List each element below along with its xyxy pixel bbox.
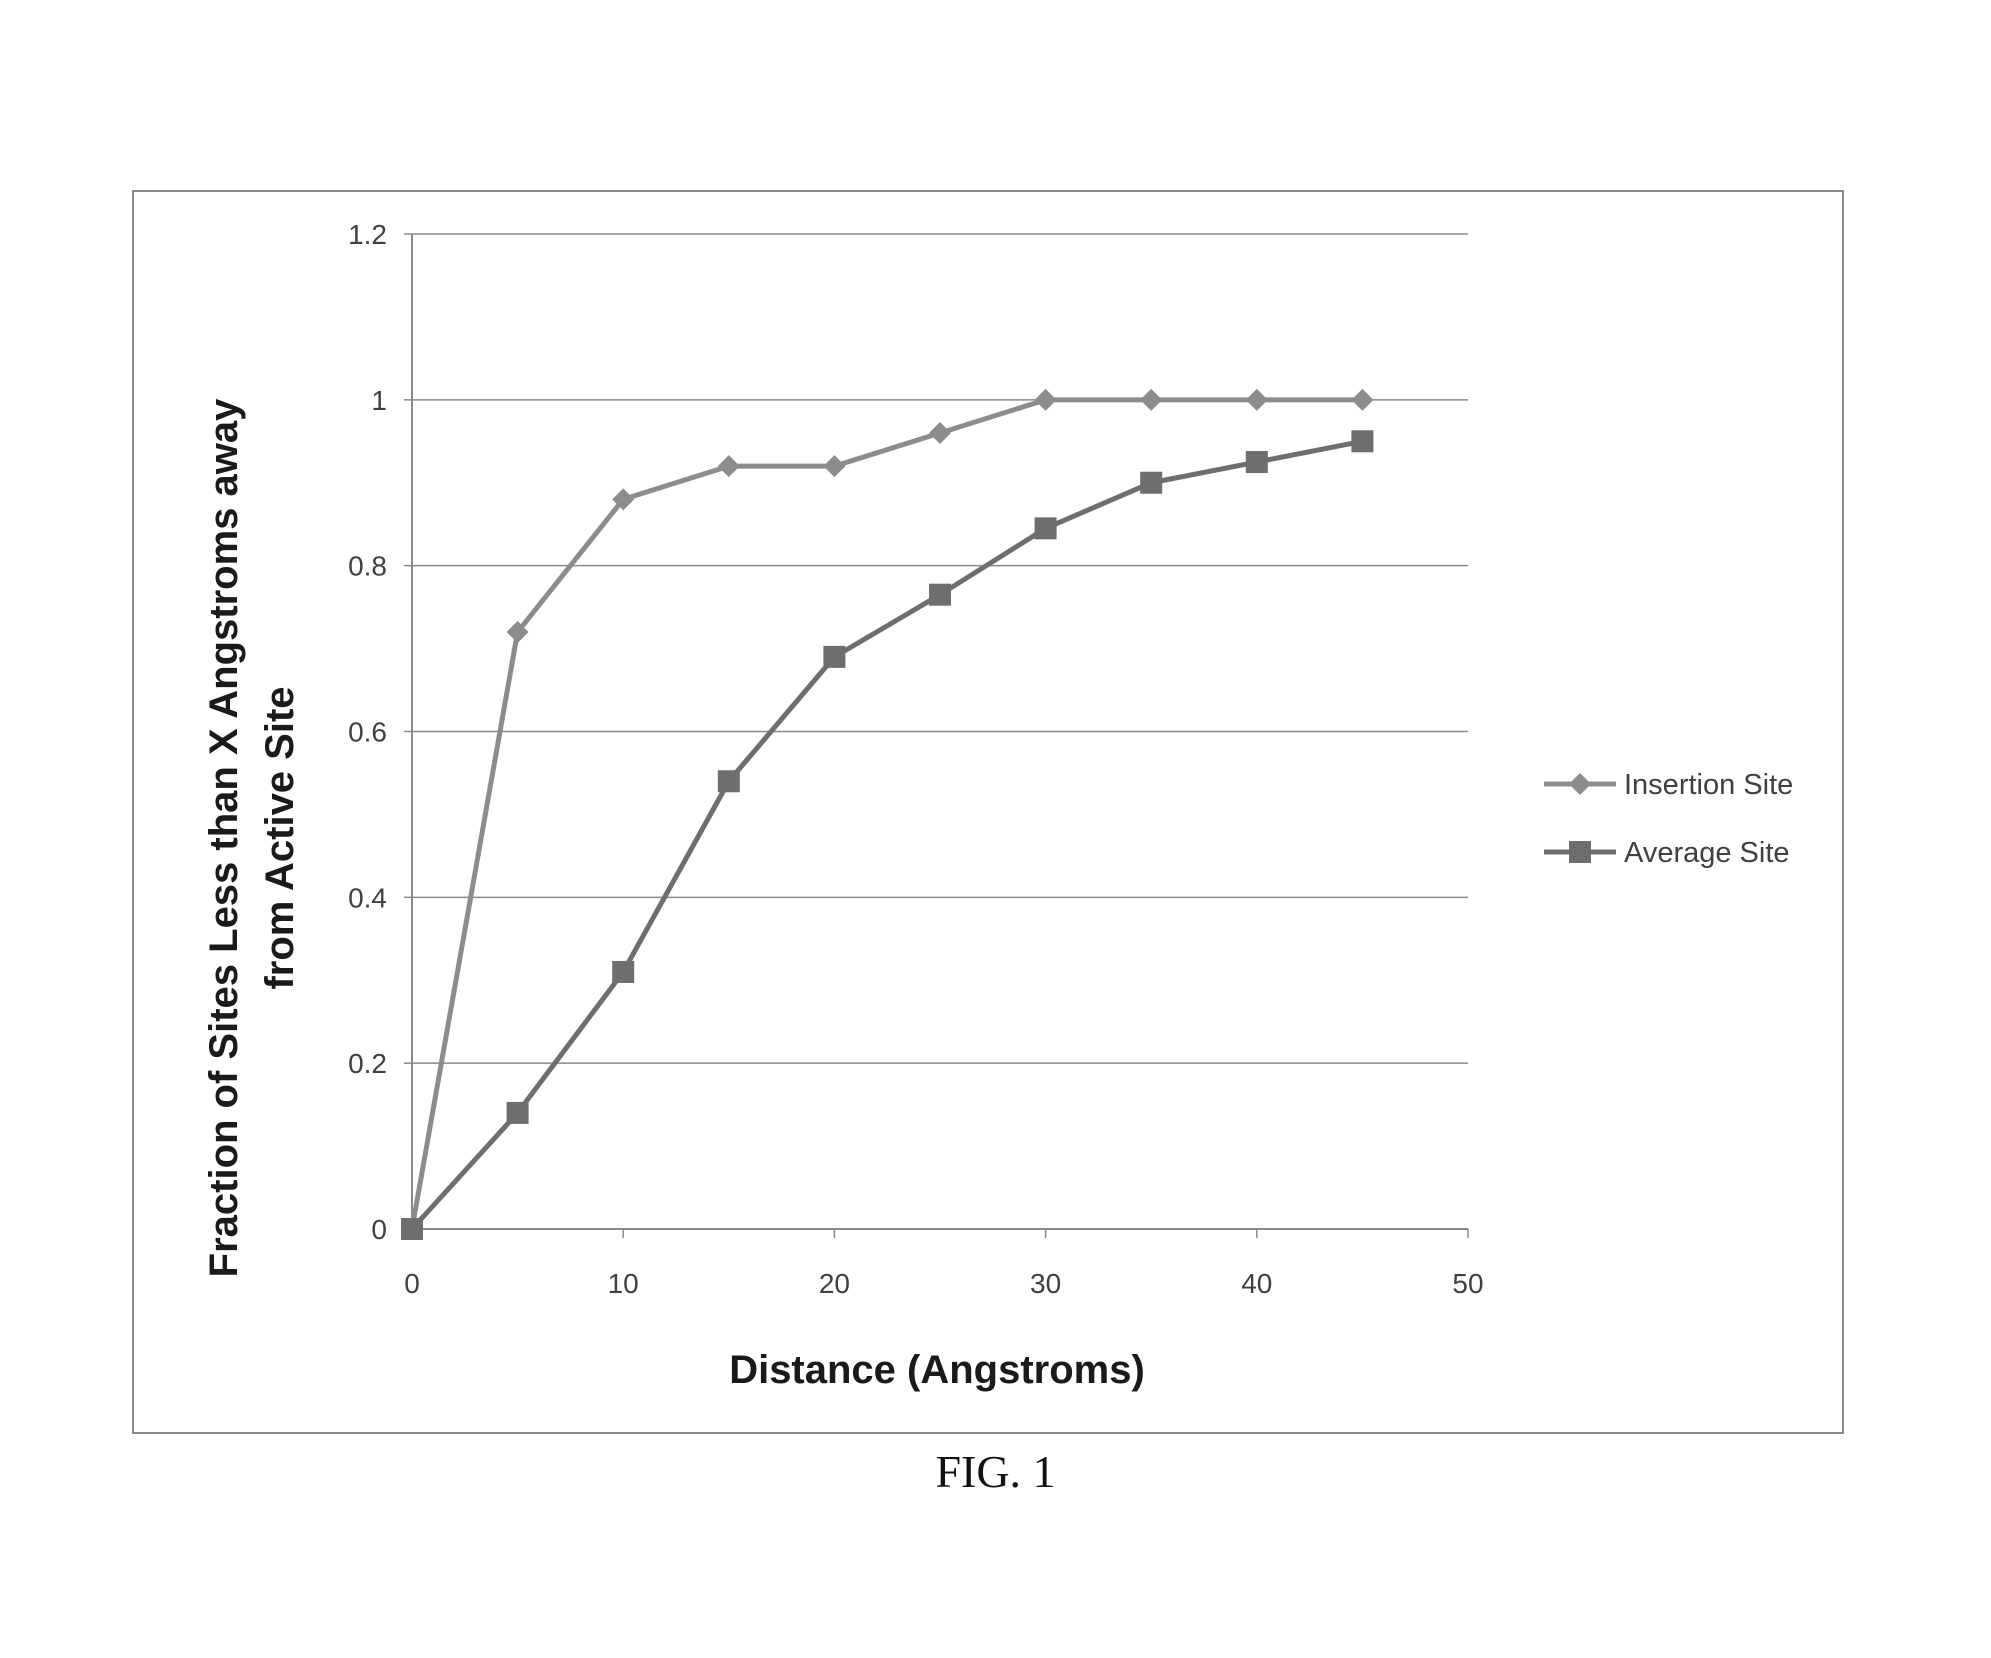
legend-marker [1569, 841, 1591, 863]
data-point [1246, 451, 1268, 473]
series-average-site [401, 430, 1373, 1240]
data-point [823, 455, 845, 477]
legend-marker [1569, 773, 1591, 795]
figure-caption: FIG. 1 [0, 1445, 1991, 1498]
x-tick-label: 0 [404, 1268, 420, 1299]
legend-label: Insertion Site [1624, 769, 1793, 801]
y-tick-label: 0.8 [348, 551, 387, 582]
axes [404, 234, 1468, 1238]
y-tick-label: 0 [371, 1214, 387, 1245]
data-point [1351, 430, 1373, 452]
data-point [929, 422, 951, 444]
data-point [718, 455, 740, 477]
x-tick-label: 10 [608, 1268, 639, 1299]
data-point [401, 1218, 423, 1240]
y-tick-label: 1 [371, 385, 387, 416]
x-tick-label: 40 [1241, 1268, 1272, 1299]
series-insertion-site [401, 389, 1373, 1240]
x-tick-label: 50 [1452, 1268, 1483, 1299]
line-chart: 0 0.2 0.4 0.6 0.8 1 1.2 0 10 20 30 40 50 Insertion … [134, 192, 1846, 1436]
x-tick-label: 30 [1030, 1268, 1061, 1299]
legend-label: Average Site [1624, 837, 1790, 869]
y-axis-title-line-1: Fraction of Sites Less than X Angstroms … [202, 398, 246, 1277]
chart-frame: 0 0.2 0.4 0.6 0.8 1 1.2 0 10 20 30 40 50 Insertion … [132, 190, 1844, 1434]
data-point [929, 584, 951, 606]
y-tick-label: 0.2 [348, 1048, 387, 1079]
data-point [1140, 389, 1162, 411]
y-tick-label: 0.4 [348, 882, 387, 913]
data-point [1035, 517, 1057, 539]
series-line [412, 441, 1362, 1229]
y-tick-labels: 0 0.2 0.4 0.6 0.8 1 1.2 [348, 219, 387, 1245]
gridlines [412, 234, 1468, 1063]
x-tick-labels: 0 10 20 30 40 50 [404, 1268, 1483, 1299]
y-tick-label: 1.2 [348, 219, 387, 250]
data-point [1246, 389, 1268, 411]
x-axis-title: Distance (Angstroms) [729, 1348, 1145, 1392]
data-point [507, 1102, 529, 1124]
data-point [1351, 389, 1373, 411]
data-point [718, 770, 740, 792]
data-point [823, 646, 845, 668]
y-axis-title-line-2: from Active Site [258, 686, 302, 989]
data-point [1140, 472, 1162, 494]
legend-item: Insertion Site [1544, 769, 1793, 801]
series [401, 389, 1373, 1240]
y-axis-title: Fraction of Sites Less than X Angstroms … [202, 398, 302, 1277]
data-point [612, 961, 634, 983]
series-line [412, 400, 1362, 1229]
y-tick-label: 0.6 [348, 717, 387, 748]
x-tick-label: 20 [819, 1268, 850, 1299]
legend-item: Average Site [1544, 837, 1790, 869]
data-point [1035, 389, 1057, 411]
legend: Insertion Site Average Site [1544, 769, 1793, 869]
